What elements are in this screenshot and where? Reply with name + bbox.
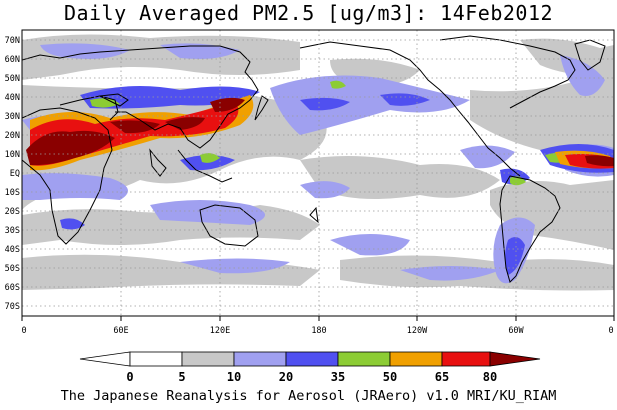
- lat-label: 30N: [5, 112, 20, 122]
- lat-labels: 70N 60N 50N 40N 30N 20N 10N EQ 10S 20S 3…: [5, 36, 20, 312]
- colorbar-label: 80: [483, 370, 497, 384]
- lat-label: 70S: [5, 302, 20, 312]
- colorbar-min-arrow: [79, 351, 131, 367]
- colorbar-max-arrow: [489, 351, 541, 367]
- lat-label: 70N: [5, 36, 20, 46]
- colorbar-segment: [389, 351, 443, 367]
- colorbar-label: 10: [227, 370, 241, 384]
- colorbar-segment: [441, 351, 491, 367]
- lon-label: 180: [311, 326, 326, 336]
- lat-label: EQ: [10, 169, 20, 179]
- coastlines: [22, 35, 606, 283]
- colorbar-label: 65: [435, 370, 449, 384]
- colorbar-label: 5: [178, 370, 185, 384]
- lon-label: 60E: [113, 326, 128, 336]
- concentration-fields: [22, 34, 614, 291]
- lon-label: 120E: [210, 326, 230, 336]
- lat-label: 60S: [5, 283, 20, 293]
- colorbar-labels: 0 5 10 20 35 50 65 80: [126, 370, 497, 384]
- map-frame: [21, 29, 615, 317]
- colorbar-segment: [129, 351, 183, 367]
- colorbar-label: 35: [331, 370, 345, 384]
- colorbar-segment: [337, 351, 391, 367]
- colorbar-label: 0: [126, 370, 133, 384]
- lat-label: 30S: [5, 226, 20, 236]
- colorbar: [79, 351, 541, 367]
- lat-label: 20S: [5, 207, 20, 217]
- lat-label: 40S: [5, 245, 20, 255]
- lon-labels: 0 60E 120E 180 120W 60W 0: [21, 326, 613, 336]
- lat-label: 40N: [5, 93, 20, 103]
- colorbar-segment: [285, 351, 339, 367]
- lat-label: 10S: [5, 188, 20, 198]
- lon-label: 60W: [508, 326, 524, 336]
- colorbar-label: 50: [383, 370, 397, 384]
- colorbar-segment: [181, 351, 235, 367]
- field-dark-red: [26, 97, 614, 167]
- axis-ticks: [21, 316, 615, 321]
- lon-label: 120W: [407, 326, 428, 336]
- lat-label: 50S: [5, 264, 20, 274]
- map-title: Daily Averaged PM2.5 [ug/m3]: 14Feb2012: [63, 1, 554, 25]
- lon-label: 0: [608, 326, 613, 336]
- lon-label: 0: [21, 326, 26, 336]
- caption: The Japanese Reanalysis for Aerosol (JRA…: [60, 388, 557, 404]
- colorbar-label: 20: [279, 370, 293, 384]
- lat-label: 10N: [5, 150, 20, 160]
- lat-label: 50N: [5, 74, 20, 84]
- lat-label: 20N: [5, 131, 20, 141]
- lat-label: 60N: [5, 55, 20, 65]
- colorbar-segment: [233, 351, 287, 367]
